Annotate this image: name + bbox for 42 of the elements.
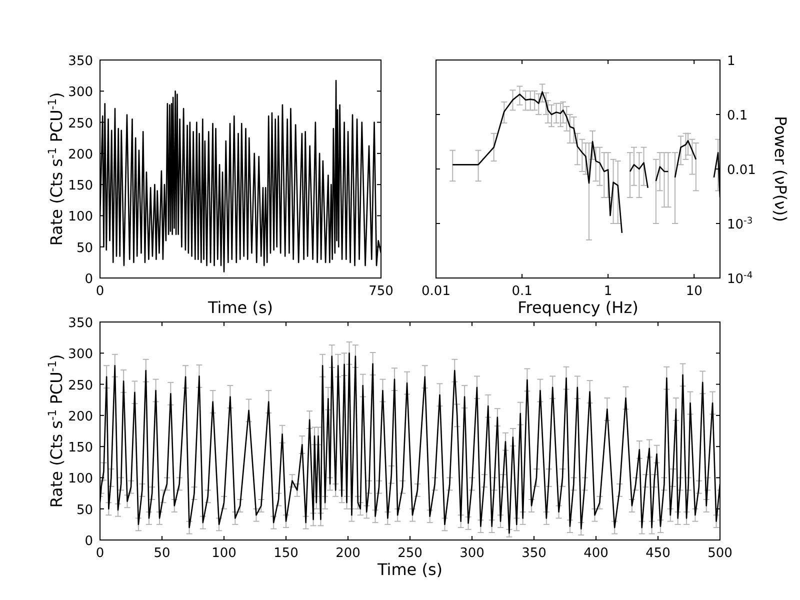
x-tick-label: 250 (398, 546, 422, 561)
y-tick-label: 0 (84, 534, 93, 549)
y-tick-label: 10$^{-3}$ (727, 216, 753, 232)
y-tick-label: 150 (68, 440, 93, 456)
y-tick-label: 0.1 (727, 108, 748, 124)
x-tick-label: 400 (584, 546, 608, 561)
y-tick-label: 1 (727, 54, 736, 69)
y-tick-label: 10$^{-4}$ (727, 271, 753, 287)
y-tick-label: 50 (76, 240, 93, 256)
y-tick-label: 100 (68, 472, 93, 487)
y-tick-label: 250 (68, 378, 93, 394)
y-tick-label: 300 (68, 347, 93, 362)
x-axis-title: Time (s) (206, 298, 274, 317)
x-tick-label: 1 (604, 284, 612, 299)
x-tick-label: 200 (336, 546, 360, 561)
x-tick-label: 0 (96, 546, 104, 561)
y-tick-label: 0.01 (727, 163, 756, 178)
y-tick-label: 50 (76, 502, 93, 518)
y-tick-label: 200 (68, 409, 93, 424)
x-tick-label: 0.1 (512, 284, 532, 299)
y-tick-label: 350 (68, 54, 93, 69)
x-tick-label: 750 (368, 284, 394, 299)
y-tick-label: 300 (68, 85, 93, 100)
y-tick-label: 200 (68, 147, 93, 162)
x-tick-label: 0.01 (422, 284, 450, 299)
y-tick-label: 0 (84, 272, 93, 287)
y-tick-label: 150 (68, 178, 93, 194)
y-tick-label: 250 (68, 116, 93, 132)
y-tick-label: 350 (68, 316, 93, 331)
x-tick-label: 350 (522, 546, 546, 561)
x-tick-label: 450 (646, 546, 670, 561)
x-tick-label: 10 (686, 284, 702, 299)
x-tick-label: 100 (212, 546, 236, 561)
y-axis-title: Power (νP(ν)) (771, 116, 790, 222)
x-tick-label: 150 (274, 546, 298, 561)
x-tick-label: 50 (154, 546, 170, 561)
x-axis-title: Time (s) (376, 560, 443, 579)
x-axis-title: Frequency (Hz) (518, 298, 638, 317)
x-tick-label: 0 (96, 284, 104, 299)
x-tick-label: 500 (708, 546, 732, 561)
y-tick-label: 100 (68, 210, 93, 225)
x-tick-label: 300 (460, 546, 484, 561)
